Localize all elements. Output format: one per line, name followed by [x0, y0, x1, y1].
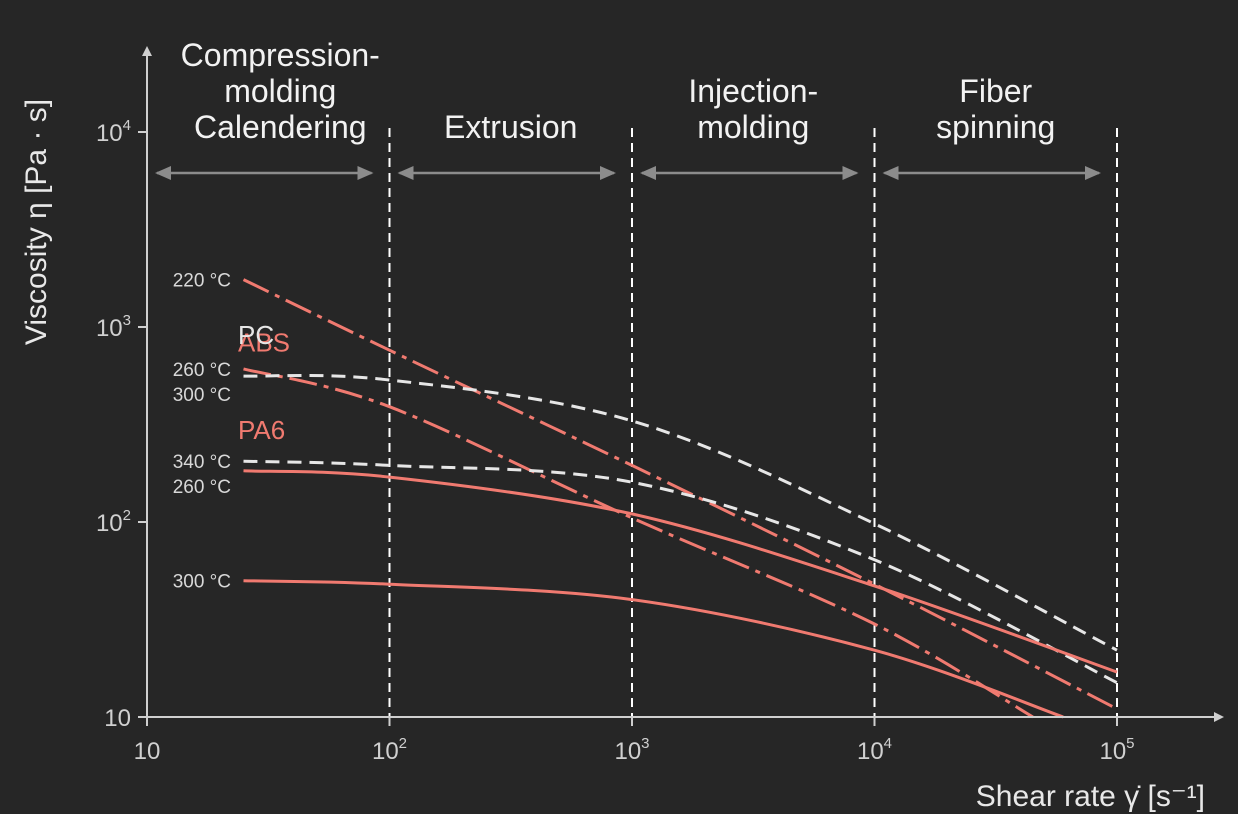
- curve-pc-300: [243, 373, 1118, 652]
- region-label: Injection-: [688, 73, 818, 109]
- y-tick-label: 103: [96, 312, 131, 342]
- temperature-label: 260 °C: [173, 477, 231, 498]
- material-label-pc: PC: [238, 320, 274, 350]
- x-tick-label: 10: [134, 738, 161, 765]
- x-tick-label: 104: [857, 735, 892, 765]
- material-label-pa6: PA6: [238, 415, 285, 445]
- material-label-abs: ABS: [238, 328, 290, 358]
- x-tick-label: 105: [1099, 735, 1134, 765]
- curve-pa6-300: [243, 579, 1064, 719]
- temperature-label: 300 °C: [173, 385, 231, 406]
- region-label: Extrusion: [444, 109, 577, 145]
- x-tick-label: 102: [372, 735, 407, 765]
- region-dividers: [388, 128, 1118, 717]
- y-axis-ticks: 10 102 103 104: [96, 117, 147, 732]
- x-axis-title: Shear rate γ̇ [s⁻¹]: [976, 780, 1205, 813]
- curve-pc-340: [243, 459, 1118, 685]
- viscosity-curves: [242, 278, 1118, 719]
- region-label: Calendering: [194, 109, 367, 145]
- temperature-label: 220 °C: [173, 271, 231, 292]
- x-tick-label: 103: [614, 735, 649, 765]
- temperature-label: 340 °C: [173, 452, 231, 473]
- region-label: Fiber: [959, 73, 1032, 109]
- y-tick-label: 104: [96, 117, 131, 147]
- curve-abs-260: [243, 367, 1034, 719]
- curve-abs-220: [242, 278, 1118, 711]
- region-label: molding: [224, 73, 336, 109]
- y-tick-label: 102: [96, 507, 131, 537]
- y-tick-label: 10: [104, 705, 131, 732]
- region-label: molding: [697, 109, 809, 145]
- x-axis-ticks: 10 102 103 104 105: [134, 717, 1135, 765]
- region-label: spinning: [936, 109, 1055, 145]
- temperature-label: 260 °C: [173, 360, 231, 381]
- y-axis-title: Viscosity η [Pa · s]: [20, 99, 53, 345]
- region-label: Compression-: [181, 37, 380, 73]
- temperature-label: 300 °C: [173, 572, 231, 593]
- curve-pa6-260: [243, 469, 1118, 674]
